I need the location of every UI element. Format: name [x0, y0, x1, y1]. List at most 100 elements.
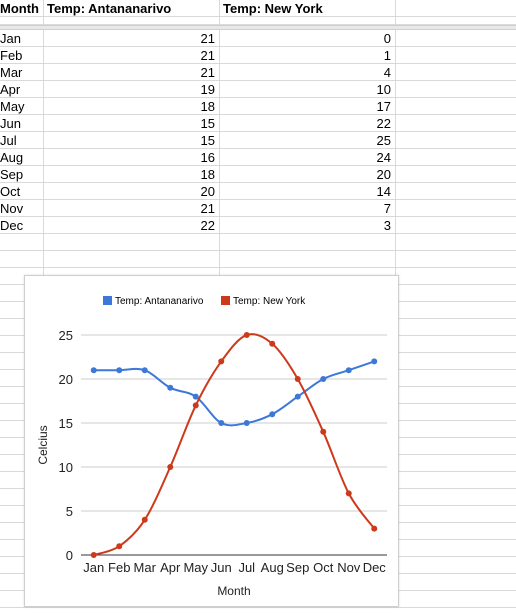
x-tick-label: Sep — [286, 560, 309, 575]
table-row: Oct 20 14 — [0, 183, 516, 200]
data-point-new-york — [243, 332, 250, 338]
new-york-cell[interactable]: 24 — [220, 149, 396, 166]
x-tick-label: Nov — [337, 560, 361, 575]
empty-cell[interactable] — [396, 166, 516, 183]
antananarivo-cell[interactable]: 15 — [44, 132, 220, 149]
table-row: Jan 21 0 — [0, 30, 516, 47]
empty-cell[interactable] — [396, 421, 516, 438]
month-cell[interactable]: Aug — [0, 149, 44, 166]
month-cell[interactable]: Apr — [0, 81, 44, 98]
empty-cell[interactable] — [396, 438, 516, 455]
new-york-cell[interactable]: 22 — [220, 115, 396, 132]
empty-cell[interactable] — [396, 489, 516, 506]
new-york-cell[interactable]: 7 — [220, 200, 396, 217]
empty-cell[interactable] — [396, 540, 516, 557]
empty-cell[interactable] — [396, 455, 516, 472]
empty-cell[interactable] — [396, 98, 516, 115]
header-cell-antananarivo[interactable]: Temp: Antananarivo — [44, 0, 220, 17]
empty-cell[interactable] — [44, 251, 220, 268]
empty-cell[interactable] — [396, 574, 516, 591]
month-cell[interactable]: Feb — [0, 47, 44, 64]
empty-cell[interactable] — [396, 370, 516, 387]
data-point-new-york — [116, 543, 123, 550]
empty-cell[interactable] — [396, 132, 516, 149]
empty-cell[interactable] — [396, 353, 516, 370]
empty-cell[interactable] — [0, 234, 44, 251]
antananarivo-cell[interactable]: 15 — [44, 115, 220, 132]
empty-cell[interactable] — [396, 200, 516, 217]
antananarivo-cell[interactable]: 18 — [44, 98, 220, 115]
x-tick-label: Jul — [238, 560, 255, 575]
empty-cell[interactable] — [396, 183, 516, 200]
empty-cell[interactable] — [396, 234, 516, 251]
empty-cell[interactable] — [396, 81, 516, 98]
empty-cell[interactable] — [396, 387, 516, 404]
empty-cell[interactable] — [396, 149, 516, 166]
frozen-row-divider[interactable] — [0, 25, 516, 30]
empty-cell[interactable] — [396, 64, 516, 81]
antananarivo-cell[interactable]: 21 — [44, 200, 220, 217]
empty-cell[interactable] — [44, 234, 220, 251]
antananarivo-cell[interactable]: 21 — [44, 30, 220, 47]
header-cell-month[interactable]: Month — [0, 0, 44, 17]
x-tick-label: Jun — [211, 560, 232, 575]
new-york-cell[interactable]: 14 — [220, 183, 396, 200]
data-point-new-york — [90, 552, 97, 558]
empty-cell[interactable] — [396, 47, 516, 64]
y-tick-label: 0 — [66, 548, 73, 563]
month-cell[interactable]: Jul — [0, 132, 44, 149]
antananarivo-cell[interactable]: 19 — [44, 81, 220, 98]
empty-cell[interactable] — [396, 115, 516, 132]
new-york-cell[interactable]: 20 — [220, 166, 396, 183]
empty-cell[interactable] — [396, 591, 516, 608]
month-cell[interactable]: Jan — [0, 30, 44, 47]
empty-cell[interactable] — [396, 30, 516, 47]
empty-cell[interactable] — [396, 268, 516, 285]
month-cell[interactable]: Sep — [0, 166, 44, 183]
month-cell[interactable]: Jun — [0, 115, 44, 132]
month-cell[interactable]: Nov — [0, 200, 44, 217]
empty-cell[interactable] — [396, 336, 516, 353]
data-point-antananarivo — [294, 393, 301, 400]
new-york-cell[interactable]: 17 — [220, 98, 396, 115]
empty-cell[interactable] — [396, 285, 516, 302]
month-cell[interactable]: Dec — [0, 217, 44, 234]
empty-cell[interactable] — [396, 404, 516, 421]
empty-cell[interactable] — [220, 251, 396, 268]
new-york-cell[interactable]: 3 — [220, 217, 396, 234]
empty-cell[interactable] — [396, 302, 516, 319]
month-cell[interactable]: Mar — [0, 64, 44, 81]
empty-cell[interactable] — [220, 234, 396, 251]
empty-cell[interactable] — [396, 557, 516, 574]
month-cell[interactable]: Oct — [0, 183, 44, 200]
new-york-cell[interactable]: 0 — [220, 30, 396, 47]
empty-cell[interactable] — [0, 251, 44, 268]
month-cell[interactable]: May — [0, 98, 44, 115]
data-point-new-york — [269, 340, 276, 347]
antananarivo-cell[interactable]: 20 — [44, 183, 220, 200]
antananarivo-cell[interactable]: 18 — [44, 166, 220, 183]
empty-cell[interactable] — [396, 251, 516, 268]
x-tick-label: Apr — [160, 560, 181, 575]
new-york-cell[interactable]: 1 — [220, 47, 396, 64]
new-york-cell[interactable]: 4 — [220, 64, 396, 81]
line-chart[interactable]: Temp: Antananarivo Temp: New York 0 5 10 15… — [24, 275, 399, 607]
header-cell-new-york[interactable]: Temp: New York — [220, 0, 396, 17]
legend-swatch-new-york — [221, 296, 230, 305]
table-row: Sep 18 20 — [0, 166, 516, 183]
new-york-cell[interactable]: 25 — [220, 132, 396, 149]
empty-cell[interactable] — [396, 319, 516, 336]
antananarivo-cell[interactable]: 22 — [44, 217, 220, 234]
antananarivo-cell[interactable]: 21 — [44, 47, 220, 64]
empty-cell[interactable] — [396, 0, 516, 17]
table-row: Jun 15 22 — [0, 115, 516, 132]
empty-cell[interactable] — [396, 472, 516, 489]
antananarivo-cell[interactable]: 21 — [44, 64, 220, 81]
data-point-new-york — [218, 358, 225, 365]
empty-cell[interactable] — [396, 523, 516, 540]
empty-cell[interactable] — [396, 506, 516, 523]
empty-cell[interactable] — [396, 217, 516, 234]
new-york-cell[interactable]: 10 — [220, 81, 396, 98]
antananarivo-cell[interactable]: 16 — [44, 149, 220, 166]
data-point-new-york — [345, 490, 352, 497]
